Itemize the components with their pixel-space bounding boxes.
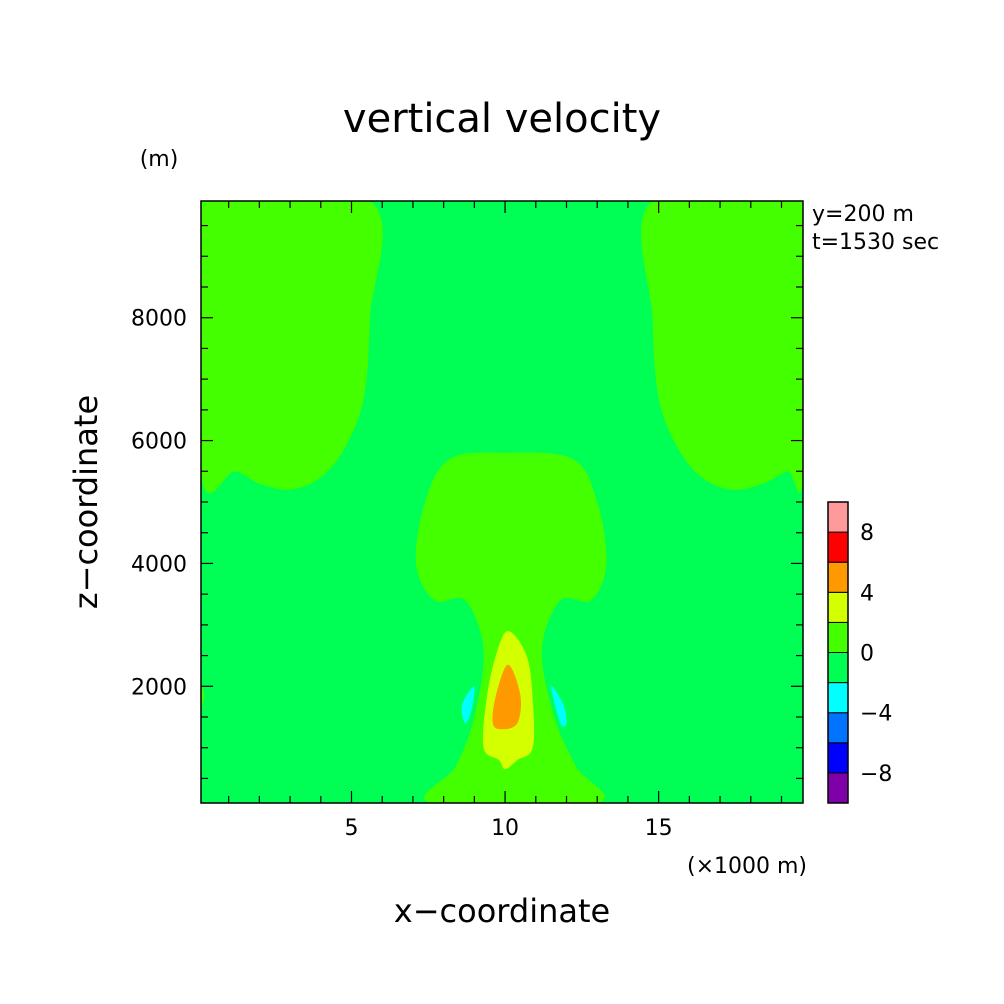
- y-tick-label: 4000: [131, 552, 187, 577]
- y-unit-label: (m): [140, 147, 179, 172]
- colorbar-frame: [827, 501, 849, 804]
- colorbar-swatch: [827, 742, 849, 774]
- colorbar-swatch: [827, 531, 849, 563]
- x-tick-label: 5: [345, 816, 359, 841]
- colorbar: 8 4 0 −4 −8: [827, 501, 892, 804]
- contour-core-orange: [492, 664, 522, 730]
- colorbar-tick-label: −4: [860, 702, 892, 727]
- contour-updraft-upper-right: [641, 201, 803, 494]
- colorbar-tick-label: 8: [860, 521, 874, 546]
- x-tick-label: 15: [645, 816, 673, 841]
- colorbar-tick-label: 4: [860, 581, 874, 606]
- y-axis-title: z−coordinate: [67, 395, 105, 609]
- chart-title: vertical velocity: [343, 96, 661, 142]
- colorbar-swatch: [827, 682, 849, 714]
- info-y-position: y=200 m: [812, 202, 914, 227]
- colorbar-swatch: [827, 621, 849, 654]
- colorbar-swatch: [827, 561, 849, 593]
- y-tick-label: 8000: [131, 307, 187, 332]
- x-tick-label: 10: [491, 816, 519, 841]
- colorbar-swatch: [827, 712, 849, 744]
- colorbar-swatch: [827, 591, 849, 623]
- contour-updraft-lower-left-edge: [201, 682, 205, 709]
- colorbar-tick-label: −8: [860, 762, 892, 787]
- x-axis: 5 10 15: [228, 201, 783, 841]
- colorbar-swatch: [827, 652, 849, 684]
- x-unit-label: (×1000 m): [687, 854, 807, 879]
- contour-downdraft-right: [551, 685, 567, 727]
- plot-area: [200, 200, 804, 804]
- x-axis-title: x−coordinate: [394, 892, 610, 930]
- y-tick-label: 2000: [131, 675, 187, 700]
- info-time: t=1530 sec: [812, 230, 939, 255]
- y-axis: 2000 4000 6000 8000: [131, 224, 803, 780]
- colorbar-tick-label: 0: [860, 642, 874, 667]
- contour-updraft-mushroom: [415, 452, 607, 803]
- y-tick-label: 6000: [131, 430, 187, 455]
- contour-downdraft-left: [461, 686, 475, 724]
- contour-updraft-upper-left: [201, 201, 383, 494]
- colorbar-swatch: [827, 772, 849, 804]
- contour-fills: [201, 201, 803, 803]
- colorbar-swatch: [827, 501, 849, 533]
